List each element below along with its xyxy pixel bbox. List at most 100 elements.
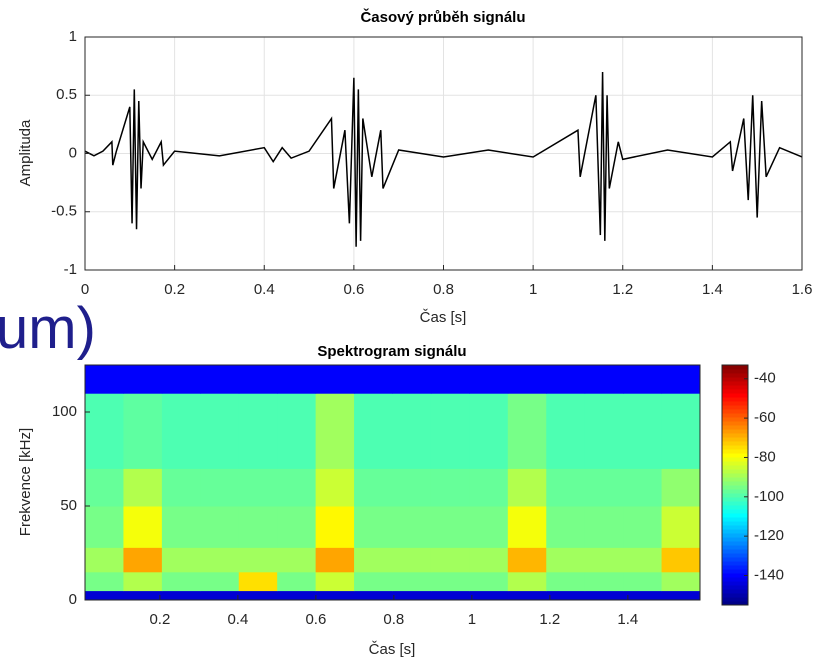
heat-cell [507, 506, 547, 548]
colorbar-swatch [722, 485, 748, 490]
colorbar-swatch [722, 421, 748, 426]
colorbar-swatch [722, 505, 748, 510]
y-tick-label: 0 [69, 144, 77, 161]
heat-cell [123, 393, 163, 469]
heat-cell [85, 393, 124, 469]
colorbar-swatch [722, 553, 748, 558]
heat-cell [584, 365, 624, 394]
heat-cell [469, 590, 509, 601]
heat-cell [584, 590, 624, 601]
heat-cell [123, 506, 163, 548]
heat-cell [546, 547, 586, 573]
colorbar-swatch [722, 401, 748, 406]
heat-cell [584, 571, 624, 592]
y-tick-label: 1 [69, 28, 77, 45]
heat-cell [161, 571, 201, 592]
heat-cell [277, 571, 317, 592]
heat-cell [277, 590, 317, 601]
heat-cell [354, 393, 393, 469]
heat-cell [277, 468, 317, 507]
heat-cell [200, 468, 240, 507]
colorbar-swatch [722, 429, 748, 434]
heat-cell [277, 365, 317, 394]
colorbar-swatch [722, 537, 748, 542]
heat-cell [623, 468, 663, 507]
colorbar-swatch [722, 433, 748, 438]
colorbar-swatch [722, 437, 748, 442]
heat-cell [623, 393, 663, 469]
y-tick-label: -1 [64, 261, 77, 278]
colorbar-swatch [722, 489, 748, 494]
heat-cell [238, 468, 278, 507]
heat-cell [238, 506, 278, 548]
heat-cell [315, 393, 355, 469]
heat-cell [546, 468, 586, 507]
heat-cell [85, 590, 124, 601]
heat-cell [277, 547, 317, 573]
heat-cell [200, 365, 240, 394]
colorbar-swatch [722, 577, 748, 582]
colorbar-swatch [722, 477, 748, 482]
heat-cell [584, 506, 624, 548]
heat-cell [85, 547, 124, 573]
heat-cell [123, 571, 163, 592]
colorbar-swatch [722, 517, 748, 522]
chart-title: Spektrogram signálu [317, 343, 466, 360]
heat-cell [661, 365, 701, 394]
heat-cell [161, 393, 201, 469]
heat-cell [315, 571, 355, 592]
heat-cell [123, 365, 163, 394]
x-tick-label: 0.6 [343, 281, 364, 298]
x-tick-label: 1 [529, 281, 537, 298]
heat-cell [507, 468, 547, 507]
heat-cell [584, 468, 624, 507]
heat-cell [238, 547, 278, 573]
colorbar-swatch [722, 393, 748, 398]
colorbar-tick-label: -60 [754, 409, 776, 426]
heat-cell [354, 468, 393, 507]
colorbar-swatch [722, 581, 748, 586]
colorbar-swatch [722, 561, 748, 566]
heat-cell [238, 365, 278, 394]
heat-cell [661, 468, 701, 507]
colorbar-swatch [722, 441, 748, 446]
y-tick-label: 0 [69, 591, 77, 608]
heat-cell [430, 590, 470, 601]
heat-cell [123, 547, 163, 573]
heat-cell [507, 590, 547, 601]
heat-cell [161, 590, 201, 601]
heat-cell [392, 393, 432, 469]
colorbar-swatch [722, 565, 748, 570]
colorbar-tick-label: -120 [754, 527, 784, 544]
heat-cell [277, 393, 317, 469]
colorbar-swatch [722, 457, 748, 462]
heat-cell [546, 590, 586, 601]
heat-cell [200, 590, 240, 601]
heat-cell [238, 393, 278, 469]
colorbar-swatch [722, 481, 748, 486]
colorbar-swatch [722, 585, 748, 590]
colorbar-swatch [722, 373, 748, 378]
heat-cell [315, 506, 355, 548]
heat-cell [507, 365, 547, 394]
colorbar-swatch [722, 533, 748, 538]
colorbar-swatch [722, 465, 748, 470]
heat-cell [392, 571, 432, 592]
heat-cell [392, 547, 432, 573]
heat-cell [392, 506, 432, 548]
heat-cell [584, 547, 624, 573]
heat-cell [430, 547, 470, 573]
colorbar-swatch [722, 521, 748, 526]
x-tick-label: 0.2 [149, 611, 170, 628]
y-tick-label: 0.5 [56, 86, 77, 103]
colorbar-swatch [722, 597, 748, 602]
heat-cell [123, 590, 163, 601]
x-tick-label: 1.6 [792, 281, 813, 298]
colorbar-swatch [722, 493, 748, 498]
heat-cell [430, 365, 470, 394]
heat-cell [469, 393, 509, 469]
colorbar-swatch [722, 593, 748, 598]
colorbar-swatch [722, 469, 748, 474]
colorbar-swatch [722, 473, 748, 478]
heat-cell [354, 365, 393, 394]
